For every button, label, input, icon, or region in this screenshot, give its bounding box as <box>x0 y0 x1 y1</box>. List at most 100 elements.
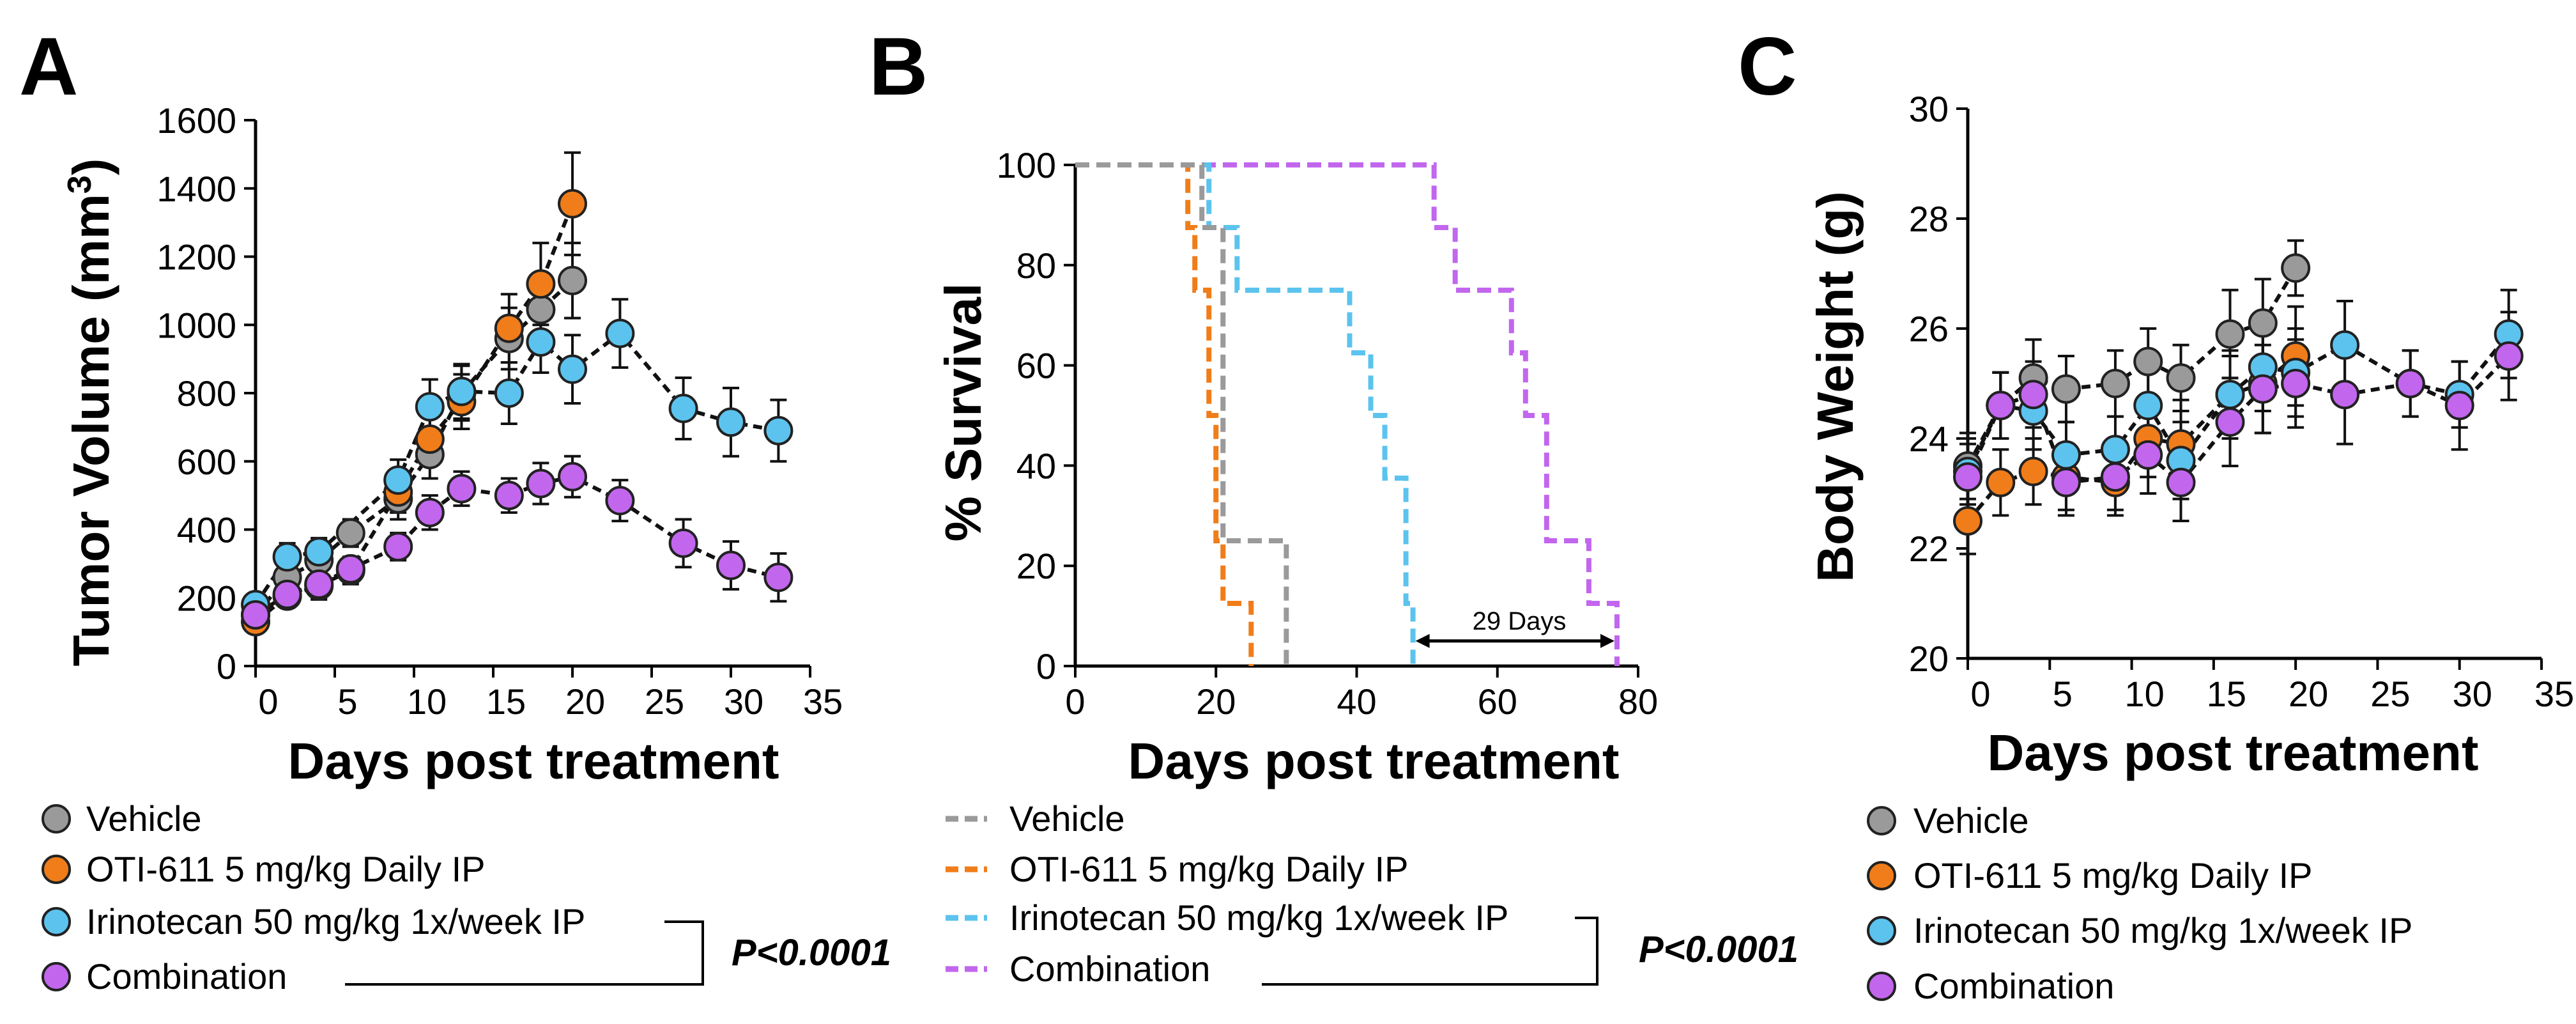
a-point-combination <box>383 532 413 562</box>
a-x-tick-label: 30 <box>724 681 763 722</box>
a-point-oti-611-5-mg-kg-daily-ip <box>526 269 556 299</box>
a-series-line-vehicle <box>254 279 574 616</box>
a-point-vehicle <box>335 518 365 548</box>
c-point-combination <box>2248 374 2278 404</box>
legend-b-label-irinotecan: Irinotecan 50 mg/kg 1x/week IP <box>1009 897 1508 938</box>
b-y-tick-label: 60 <box>1016 346 1056 386</box>
a-x-tick-label: 35 <box>803 681 843 722</box>
a-point-irinotecan-50-mg-kg-1x-week-ip <box>668 394 698 424</box>
panel-label-b: B <box>869 21 928 112</box>
a-y-tick-label: 800 <box>177 373 236 414</box>
c-x-tick-label: 20 <box>2288 674 2328 714</box>
a-y-tick-label: 400 <box>177 510 236 550</box>
legend-b-label-vehicle: Vehicle <box>1009 798 1125 839</box>
legend-b: Vehicle OTI-611 5 mg/kg Daily IP Irinote… <box>946 798 1798 989</box>
a-y-tick-label: 1600 <box>157 100 236 141</box>
a-point-combination <box>763 562 793 593</box>
c-point-irinotecan-50-mg-kg-1x-week-ip <box>2133 391 2163 421</box>
c-point-combination <box>2051 467 2081 497</box>
a-point-combination <box>494 481 524 511</box>
c-point-combination <box>2444 391 2474 421</box>
b-y-tick-label: 20 <box>1016 546 1056 586</box>
a-y-tick-label: 0 <box>217 646 236 687</box>
chart-b: 0 20 40 60 80 100 0 20 40 60 80 <box>997 145 1659 722</box>
legend-a-marker-vehicle <box>42 804 71 834</box>
a-x-tick-label: 15 <box>486 681 526 722</box>
c-x-tick-label: 5 <box>2053 674 2073 714</box>
c-point-vehicle <box>2051 374 2081 404</box>
c-y-tick-label: 24 <box>1909 419 1949 459</box>
a-point-combination <box>716 550 746 580</box>
b-survival-curve-vehicle <box>1075 162 1289 666</box>
c-point-vehicle <box>2166 363 2196 393</box>
c-point-irinotecan-50-mg-kg-1x-week-ip <box>2051 440 2081 470</box>
b-survival-curve-oti-611-5-mg-kg-daily-ip <box>1075 162 1254 666</box>
legend-c-label-irinotecan: Irinotecan 50 mg/kg 1x/week IP <box>1913 910 2412 950</box>
a-point-irinotecan-50-mg-kg-1x-week-ip <box>494 378 524 408</box>
legend-a-label-oti611: OTI-611 5 mg/kg Daily IP <box>86 849 486 889</box>
legend-a: Vehicle OTI-611 5 mg/kg Daily IP Irinote… <box>42 798 891 997</box>
c-point-combination <box>2494 341 2524 371</box>
a-point-irinotecan-50-mg-kg-1x-week-ip <box>526 327 556 357</box>
c-series-line-oti-611-5-mg-kg-daily-ip <box>1966 354 2297 522</box>
a-y-tick-label: 200 <box>177 578 236 618</box>
b-annotation-arrowhead-left <box>1415 633 1430 648</box>
c-point-vehicle <box>2248 308 2278 338</box>
a-point-combination <box>335 554 365 584</box>
b-x-tick-label: 0 <box>1065 681 1085 722</box>
a-point-irinotecan-50-mg-kg-1x-week-ip <box>763 415 793 446</box>
a-y-axis-title: Tumor Volume (mm3) <box>61 159 119 667</box>
b-y-tick-label: 0 <box>1036 646 1056 687</box>
legend-b-significance-bracket <box>1262 917 1598 986</box>
a-point-irinotecan-50-mg-kg-1x-week-ip <box>605 318 635 348</box>
c-x-tick-label: 15 <box>2207 674 2246 714</box>
legend-a-label-vehicle: Vehicle <box>86 798 202 839</box>
chart-c: 20 22 24 26 28 30 0 5 10 15 20 25 30 35 <box>1909 89 2574 714</box>
a-x-tick-label: 10 <box>407 681 447 722</box>
legend-c-label-oti611: OTI-611 5 mg/kg Daily IP <box>1913 855 2313 896</box>
legend-c-marker-combination <box>1867 972 1896 1001</box>
a-point-irinotecan-50-mg-kg-1x-week-ip <box>383 465 413 495</box>
c-point-irinotecan-50-mg-kg-1x-week-ip <box>2330 330 2360 360</box>
c-point-combination <box>2100 462 2130 492</box>
c-point-combination <box>2018 380 2048 410</box>
legend-a-marker-oti611 <box>42 855 71 884</box>
a-point-combination <box>304 569 334 599</box>
a-y-tick-label: 1200 <box>157 237 236 277</box>
a-point-combination <box>558 462 587 492</box>
b-x-tick-label: 60 <box>1478 681 1517 722</box>
a-point-oti-611-5-mg-kg-daily-ip <box>494 313 524 343</box>
a-point-combination <box>241 600 270 630</box>
c-y-tick-label: 20 <box>1909 639 1949 679</box>
chart-a: 0 200 400 600 800 1000 1200 1400 1600 0 5 10 15 20 25 3… <box>157 100 843 722</box>
c-point-combination <box>2281 369 2311 398</box>
legend-c-marker-irinotecan <box>1867 916 1896 945</box>
c-point-irinotecan-50-mg-kg-1x-week-ip <box>2100 435 2130 465</box>
c-point-combination <box>2166 467 2196 497</box>
a-point-vehicle <box>526 295 556 325</box>
c-point-combination <box>2330 380 2360 410</box>
c-x-tick-label: 35 <box>2534 674 2574 714</box>
legend-b-label-oti611: OTI-611 5 mg/kg Daily IP <box>1009 849 1409 889</box>
a-series-line-oti-611-5-mg-kg-daily-ip <box>254 203 574 623</box>
c-y-tick-label: 28 <box>1909 199 1949 239</box>
b-x-tick-label: 40 <box>1337 681 1376 722</box>
c-point-irinotecan-50-mg-kg-1x-week-ip <box>2215 380 2245 410</box>
b-x-tick-label: 20 <box>1196 681 1236 722</box>
c-x-tick-label: 0 <box>1970 674 1990 714</box>
a-point-combination <box>272 579 302 609</box>
b-x-axis-title: Days post treatment <box>1128 733 1619 789</box>
c-y-axis-title: Body Weight (g) <box>1807 191 1864 582</box>
a-point-irinotecan-50-mg-kg-1x-week-ip <box>558 354 587 384</box>
c-x-axis-title: Days post treatment <box>1987 724 2478 781</box>
a-y-tick-label: 1400 <box>157 169 236 209</box>
c-y-tick-label: 30 <box>1909 89 1949 129</box>
c-x-tick-label: 10 <box>2124 674 2164 714</box>
panel-label-a: A <box>19 21 78 112</box>
legend-c-label-combination: Combination <box>1913 966 2114 1006</box>
legend-c-label-vehicle: Vehicle <box>1913 800 2029 841</box>
a-point-vehicle <box>558 265 587 295</box>
b-x-tick-label: 80 <box>1618 681 1658 722</box>
b-annotation-label: 29 Days <box>1473 607 1567 635</box>
a-point-irinotecan-50-mg-kg-1x-week-ip <box>304 537 334 567</box>
